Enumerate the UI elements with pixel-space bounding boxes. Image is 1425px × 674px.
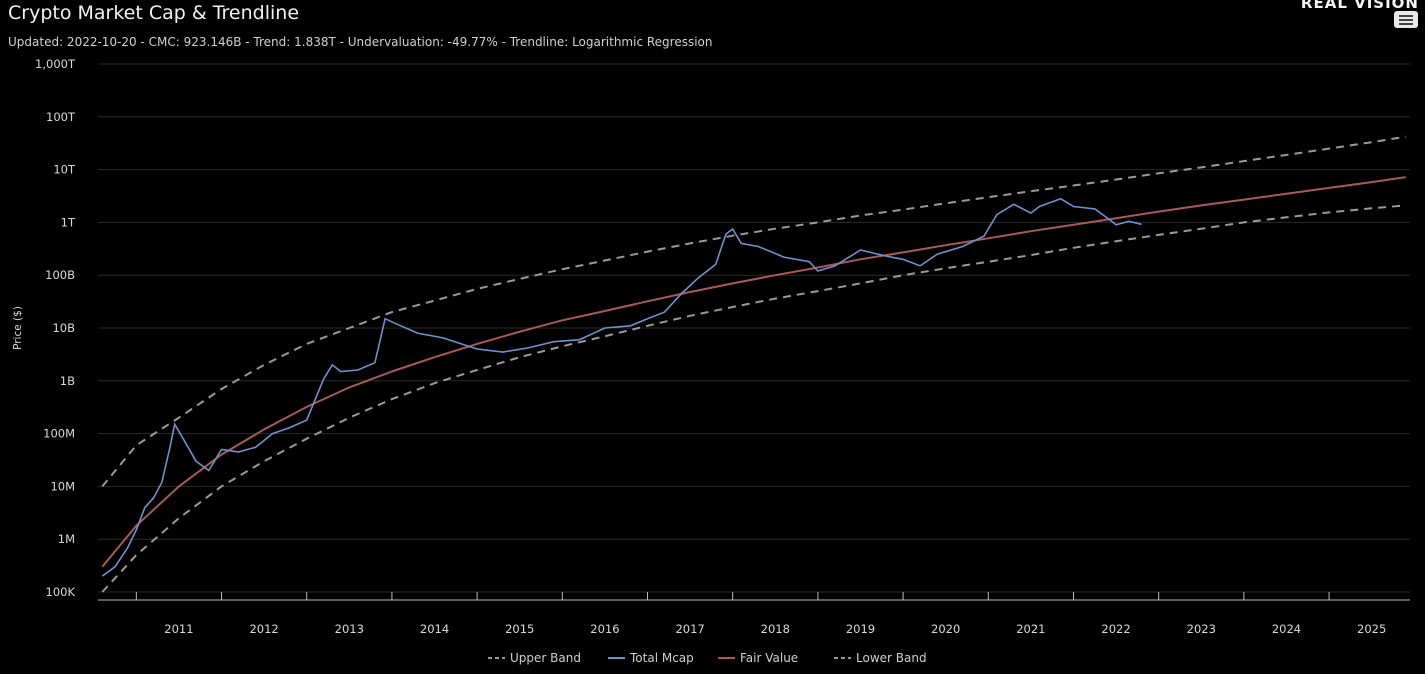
legend-item[interactable]: Fair Value	[718, 651, 798, 665]
legend-item[interactable]: Upper Band	[488, 651, 581, 665]
legend-item[interactable]: Lower Band	[834, 651, 927, 665]
legend-label: Fair Value	[740, 651, 798, 665]
series-lines	[101, 135, 1406, 593]
y-tick-label: 100M	[43, 427, 75, 441]
y-tick-label: 10M	[50, 479, 75, 493]
grid-lines	[98, 63, 1410, 593]
y-tick-label: 100K	[46, 585, 76, 599]
y-tick-label: 100T	[46, 110, 76, 124]
x-tick-label: 2022	[1101, 622, 1130, 636]
hamburger-icon	[1399, 15, 1413, 17]
x-tick-label: 2024	[1272, 622, 1301, 636]
x-tick-label: 2018	[761, 622, 790, 636]
legend-label: Upper Band	[510, 651, 581, 665]
y-tick-label: 1B	[60, 374, 75, 388]
y-axis-label: Price ($)	[12, 306, 24, 350]
x-tick-label: 2017	[675, 622, 704, 636]
y-tick-label: 100B	[45, 268, 75, 282]
x-tick-label: 2016	[590, 622, 619, 636]
chart-menu-button[interactable]	[1394, 11, 1418, 28]
series-lower-band	[101, 204, 1406, 593]
x-tick-label: 2012	[249, 622, 278, 636]
series-fair-value	[101, 176, 1406, 568]
series-upper-band	[101, 135, 1406, 488]
y-axis-ticks: 100K 1M 10M 100M 1B 10B 100B 1T 10T 100T 1,000T	[35, 57, 76, 599]
chart-title: Crypto Market Cap & Trendline	[8, 2, 300, 24]
x-tick-label: 2014	[420, 622, 449, 636]
y-tick-label: 10B	[52, 321, 75, 335]
x-tick-label: 2023	[1187, 622, 1216, 636]
y-tick-label: 1,000T	[35, 57, 76, 71]
chart-subtitle: Updated: 2022-10-20 - CMC: 923.146B - Tr…	[8, 35, 713, 49]
x-tick-label: 2025	[1357, 622, 1386, 636]
x-tick-label: 2020	[931, 622, 960, 636]
x-axis-ticks: 2011 2012 2013 2014 2015 2016 2017 2018 2019 2020…	[135, 592, 1386, 636]
legend-label: Lower Band	[856, 651, 927, 665]
brand-logo: REAL VISION	[1300, 0, 1419, 12]
y-tick-label: 10T	[53, 163, 76, 177]
legend: Upper Band Total Mcap Fair Value Lower Band	[488, 651, 927, 665]
x-tick-label: 2019	[846, 622, 875, 636]
y-tick-label: 1M	[58, 532, 75, 546]
legend-item[interactable]: Total Mcap	[608, 651, 694, 665]
series-total-mcap	[101, 197, 1142, 577]
x-tick-label: 2021	[1016, 622, 1045, 636]
x-tick-label: 2013	[335, 622, 364, 636]
x-tick-label: 2015	[505, 622, 534, 636]
x-tick-label: 2011	[164, 622, 193, 636]
legend-label: Total Mcap	[629, 651, 694, 665]
y-tick-label: 1T	[61, 215, 76, 229]
